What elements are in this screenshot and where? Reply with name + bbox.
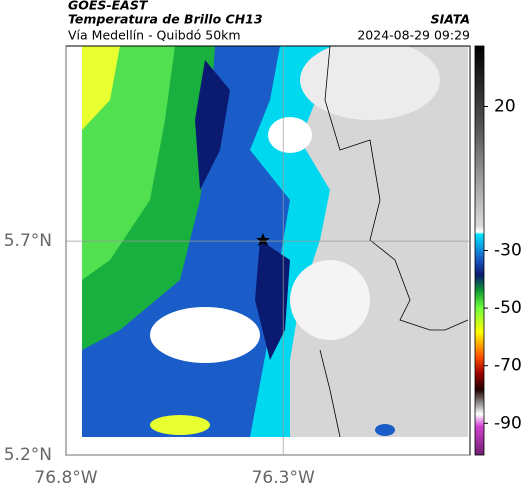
x-tick-label: 76.8°W	[34, 468, 97, 488]
timestamp: 2024-08-29 09:29	[357, 28, 470, 43]
y-tick-label: 5.2°N	[4, 445, 52, 465]
source: SIATA	[431, 12, 470, 27]
x-tick-label: 76.3°W	[252, 468, 315, 488]
colorbar	[474, 45, 485, 456]
location-marker	[256, 233, 270, 246]
satellite-image	[82, 46, 468, 437]
caption: Vía Medellín - Quibdó 50km	[68, 28, 241, 43]
colorbar-tick-label: -30	[494, 241, 522, 261]
subtitle: Temperatura de Brillo CH13	[68, 12, 263, 27]
border-lines	[319, 45, 469, 438]
colorbar-tick-label: -90	[494, 413, 522, 433]
y-tick-label: 5.7°N	[4, 231, 52, 251]
colorbar-tick-label: 20	[494, 96, 516, 116]
title: GOES-EAST	[68, 0, 149, 13]
colorbar-tick-label: -50	[494, 298, 522, 318]
colorbar-tick-label: -70	[494, 356, 522, 376]
